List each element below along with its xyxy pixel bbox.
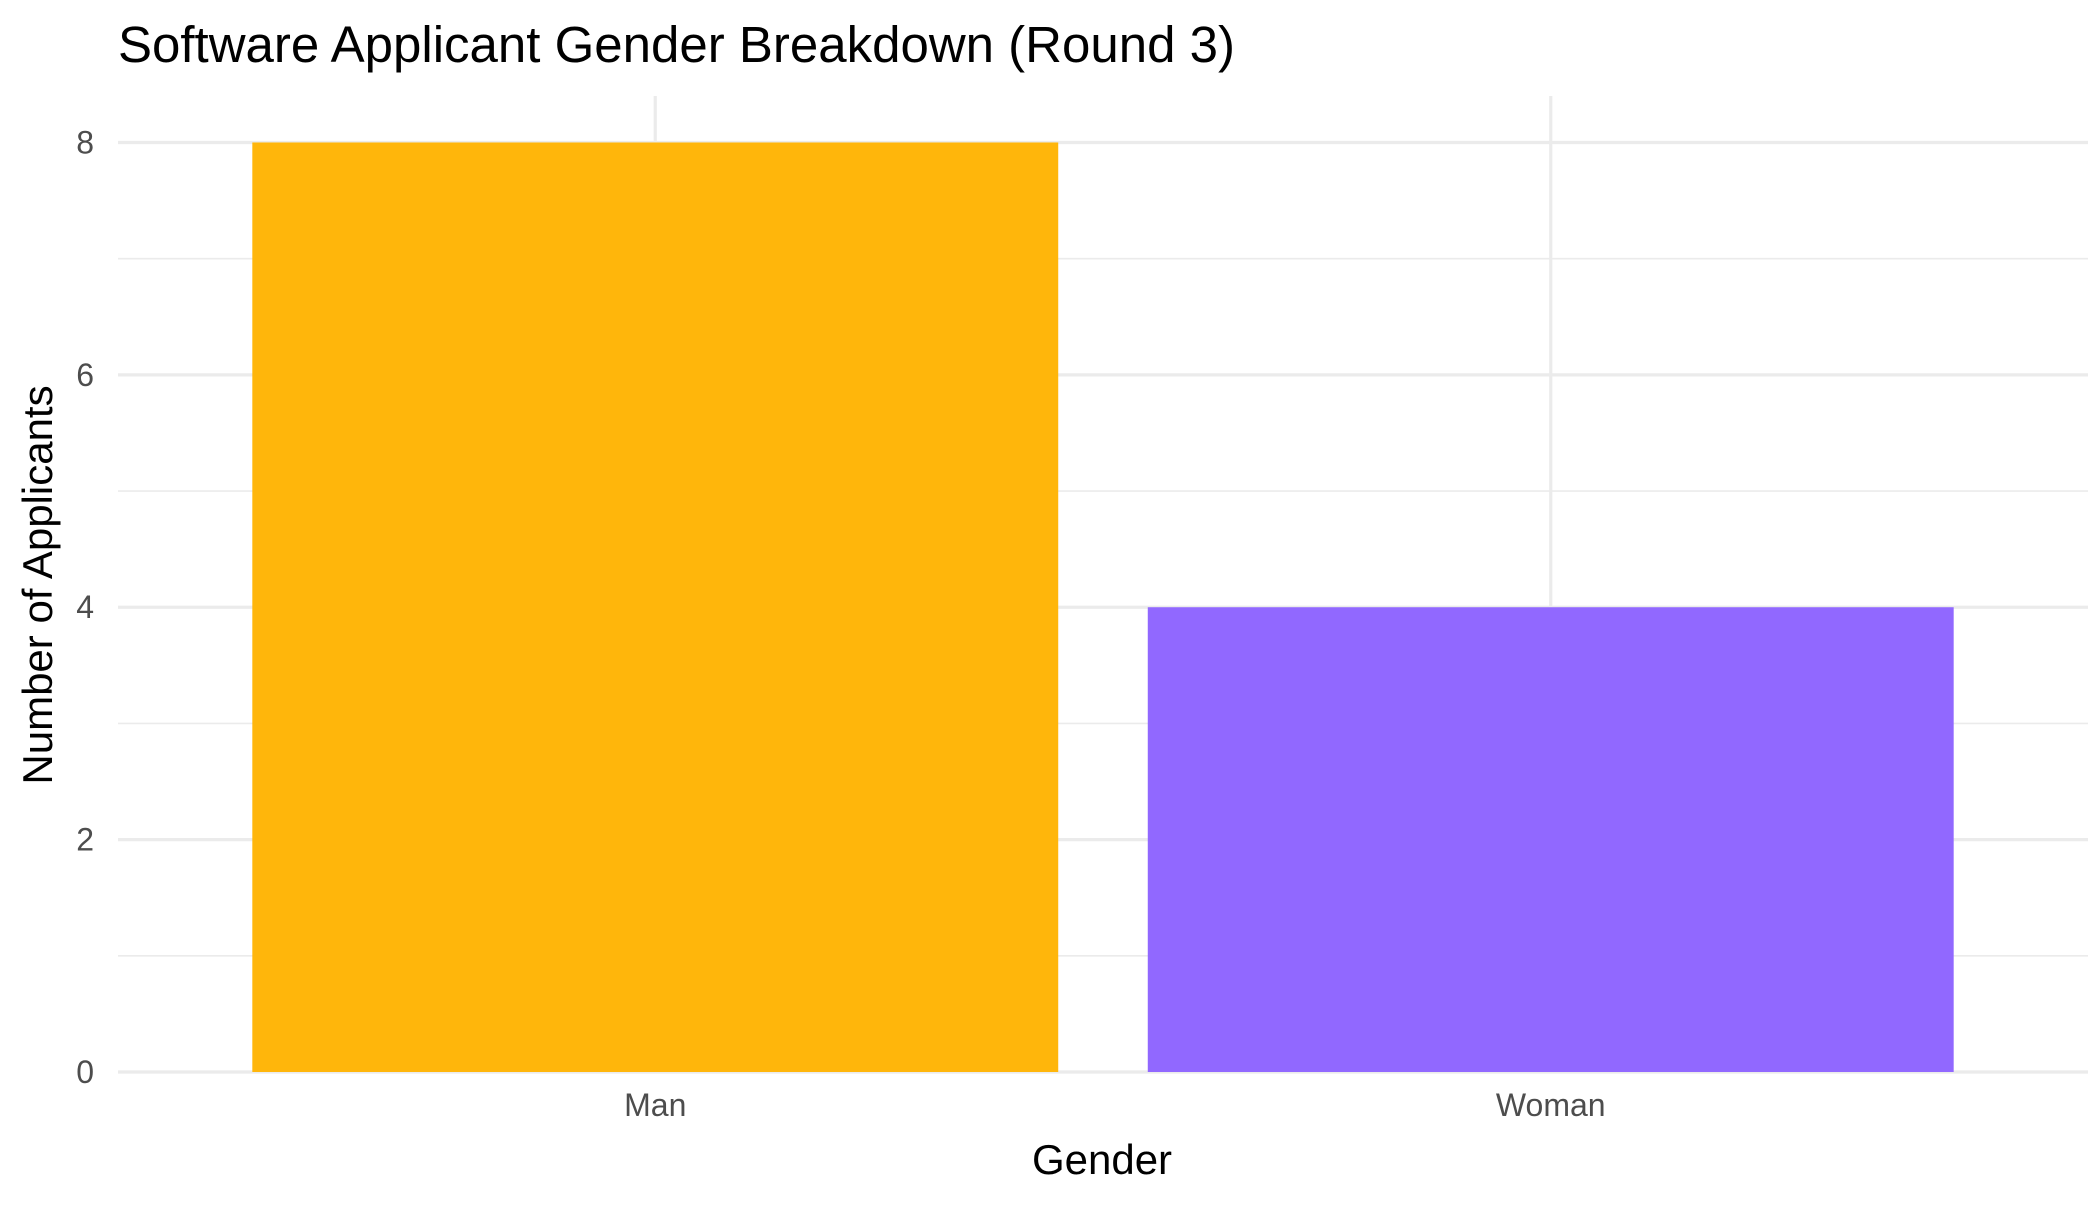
bar-man (252, 142, 1059, 1072)
tick-labels-layer: 0 2 4 6 8 Man Woman (76, 124, 1605, 1123)
y-tick-label: 6 (76, 357, 94, 393)
bar-woman (1147, 607, 1954, 1072)
y-tick-label: 0 (76, 1054, 94, 1090)
x-tick-label: Woman (1496, 1087, 1606, 1123)
chart-title: Software Applicant Gender Breakdown (Rou… (118, 16, 1235, 73)
y-axis-title: Number of Applicants (14, 385, 61, 784)
y-tick-label: 4 (76, 589, 94, 625)
y-tick-label: 8 (76, 124, 94, 160)
bars-layer (252, 142, 1954, 1072)
x-tick-label: Man (624, 1087, 686, 1123)
y-tick-label: 2 (76, 822, 94, 858)
x-axis-title: Gender (1032, 1136, 1172, 1183)
